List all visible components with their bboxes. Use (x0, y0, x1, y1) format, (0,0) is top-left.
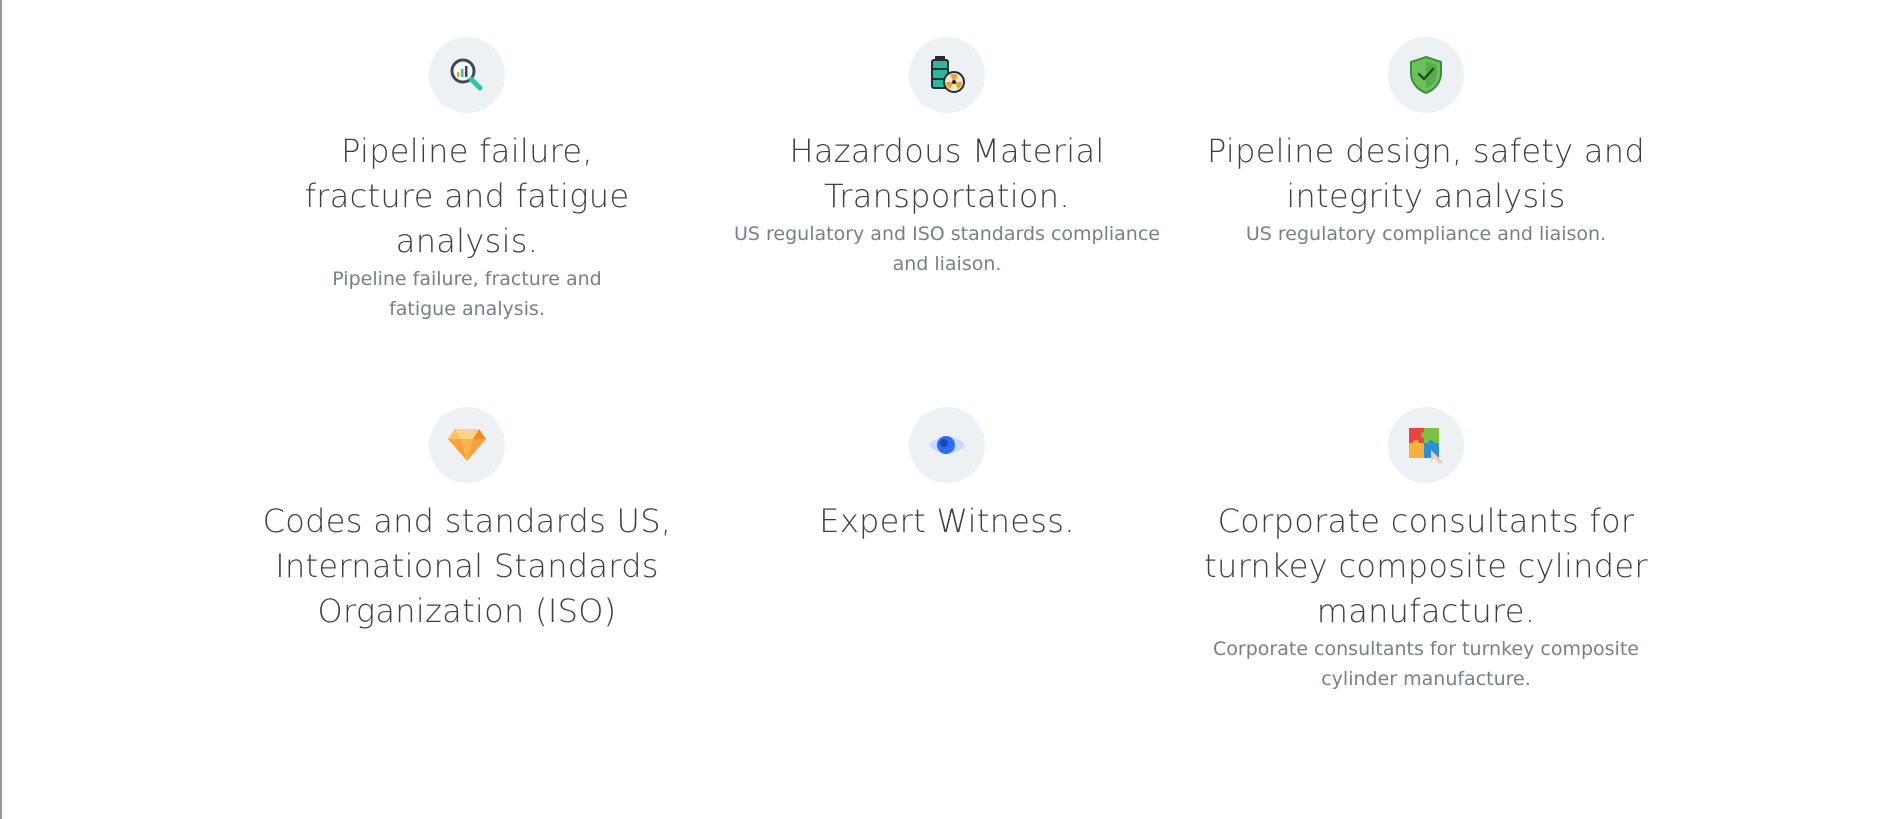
magnifier-chart-icon (450, 58, 483, 91)
service-description: US regulatory and ISO standards complian… (734, 223, 1160, 275)
eye-icon (929, 436, 965, 454)
service-description: US regulatory compliance and liaison. (1245, 223, 1607, 245)
service-icon-circle (429, 407, 505, 483)
service-card-pipeline-design: Pipeline design, safety and integrity an… (1186, 37, 1666, 249)
service-icon-circle (909, 407, 985, 483)
service-icon-circle (1388, 37, 1464, 113)
service-icon-circle (909, 37, 985, 113)
service-description: Corporate consultants for turnkey compos… (1213, 638, 1639, 690)
shield-check-icon (1410, 55, 1442, 95)
service-title: Expert Witness. (819, 502, 1075, 540)
service-icon-circle (429, 37, 505, 113)
diamond-icon (448, 429, 486, 461)
service-card-expert-witness: Expert Witness. (707, 407, 1187, 544)
puzzle-icon (1409, 428, 1443, 464)
service-title: Codes and standards US, International St… (262, 502, 672, 630)
service-icon-circle (1388, 407, 1464, 483)
left-divider-line (0, 0, 2, 819)
service-card-hazardous-material: Hazardous Material Transportation. US re… (707, 37, 1187, 279)
service-description: Pipeline failure, fracture and fatigue a… (332, 268, 602, 320)
service-title: Corporate consultants for turnkey compos… (1204, 502, 1648, 630)
service-title: Pipeline design, safety and integrity an… (1207, 132, 1645, 215)
service-card-codes-standards: Codes and standards US, International St… (227, 407, 707, 634)
service-card-pipeline-failure: Pipeline failure, fracture and fatigue a… (227, 37, 707, 324)
service-card-corporate-consultants: Corporate consultants for turnkey compos… (1186, 407, 1666, 694)
service-title: Pipeline failure, fracture and fatigue a… (304, 132, 630, 260)
hazard-barrels-icon (931, 56, 965, 93)
service-title: Hazardous Material Transportation. (789, 132, 1105, 215)
